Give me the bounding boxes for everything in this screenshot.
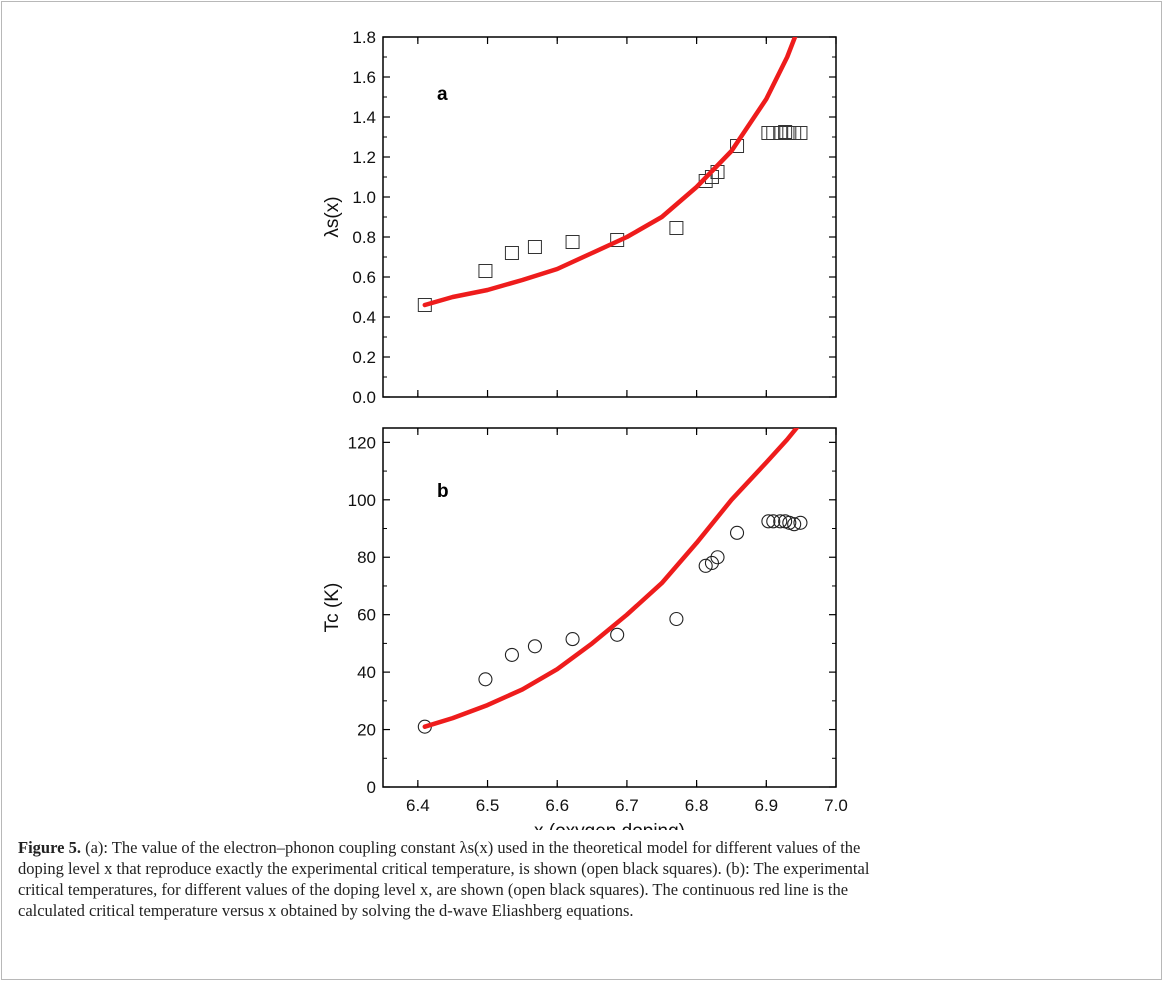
panel-a: 0.0 0.2 0.4 0.6 0.8 1.0 1.2 1.4 1.6 1.8 a λs(x) — [322, 28, 837, 407]
data-point-circle — [766, 514, 781, 529]
y-tick-label: 0.4 — [352, 308, 376, 327]
y-tick-label: 0.0 — [352, 388, 376, 407]
data-point-circle — [773, 514, 788, 529]
y-tick-label: 0.8 — [352, 228, 376, 247]
data-point-circle — [729, 525, 745, 540]
x-tick-label: 6.7 — [615, 796, 639, 815]
caption-line-1: (a): The value of the electron–phonon co… — [80, 838, 861, 857]
y-tick-label: 100 — [348, 491, 376, 510]
y-tick-label: 1.8 — [352, 28, 376, 47]
data-point-circle — [565, 632, 580, 647]
data-point-circle — [698, 558, 713, 573]
data-point-square — [793, 126, 808, 140]
data-point-square — [504, 246, 519, 260]
y-tick-label: 0.6 — [352, 268, 376, 287]
y-tick-label: 1.2 — [352, 148, 376, 167]
data-point-square — [761, 126, 776, 140]
x-tick-label: 7.0 — [824, 796, 848, 815]
y-tick-label: 1.0 — [352, 188, 376, 207]
caption-label: Figure 5. — [18, 838, 81, 857]
fit-curve — [422, 37, 798, 308]
x-axis-label: x (oxygen doping) — [534, 821, 685, 830]
data-point-circle — [669, 611, 684, 627]
data-point-circle — [761, 514, 776, 529]
y-tick-label: 0 — [367, 778, 376, 797]
caption-line-2: doping level x that reproduce exactly th… — [18, 859, 870, 878]
data-point-circle — [787, 517, 802, 532]
panel-label: b — [437, 481, 449, 502]
data-point-circle — [704, 555, 719, 571]
caption-line-3: critical temperatures, for different val… — [18, 880, 849, 899]
y-tick-label: 1.4 — [352, 108, 376, 127]
data-point-circle — [793, 515, 808, 530]
panel-label: a — [437, 84, 448, 105]
plot-frame — [382, 427, 837, 788]
y-tick-label: 20 — [357, 721, 376, 740]
y-tick-label: 80 — [357, 548, 376, 567]
data-point-circle — [710, 550, 725, 565]
x-tick-label: 6.9 — [754, 796, 778, 815]
figure: 0.0 0.2 0.4 0.6 0.8 1.0 1.2 1.4 1.6 1.8 a λs(x) 6.4… — [322, 28, 848, 830]
data-point-circle — [527, 639, 542, 654]
data-point-square — [527, 240, 542, 254]
y-tick-label: 120 — [348, 433, 376, 452]
y-axis-label: λs(x) — [322, 196, 343, 237]
x-tick-label: 6.5 — [476, 796, 500, 815]
data-point-square — [478, 264, 493, 278]
data-point-square — [669, 221, 684, 235]
y-tick-label: 1.6 — [352, 68, 376, 87]
y-tick-label: 0.2 — [352, 348, 376, 367]
x-tick-label: 6.6 — [545, 796, 569, 815]
y-tick-label: 60 — [357, 606, 376, 625]
panel-b: 6.4 6.5 6.6 6.7 6.8 6.9 7.0 0 20 40 60 80 100 120 b Tc … — [322, 427, 848, 830]
data-point-square — [778, 125, 793, 139]
x-tick-label: 6.8 — [685, 796, 709, 815]
figure-caption: Figure 5. (a): The value of the electron… — [18, 837, 1146, 921]
caption-line-4: calculated critical temperature versus x… — [18, 901, 634, 920]
x-tick-label: 6.4 — [406, 796, 430, 815]
data-point-square — [773, 126, 788, 140]
y-tick-label: 40 — [357, 663, 376, 682]
data-point-circle — [610, 627, 625, 642]
data-point-square — [565, 235, 580, 249]
data-point-circle — [478, 672, 493, 687]
y-axis-label: Tc (K) — [322, 583, 343, 633]
data-point-circle — [504, 647, 519, 662]
fit-curve — [422, 428, 800, 729]
